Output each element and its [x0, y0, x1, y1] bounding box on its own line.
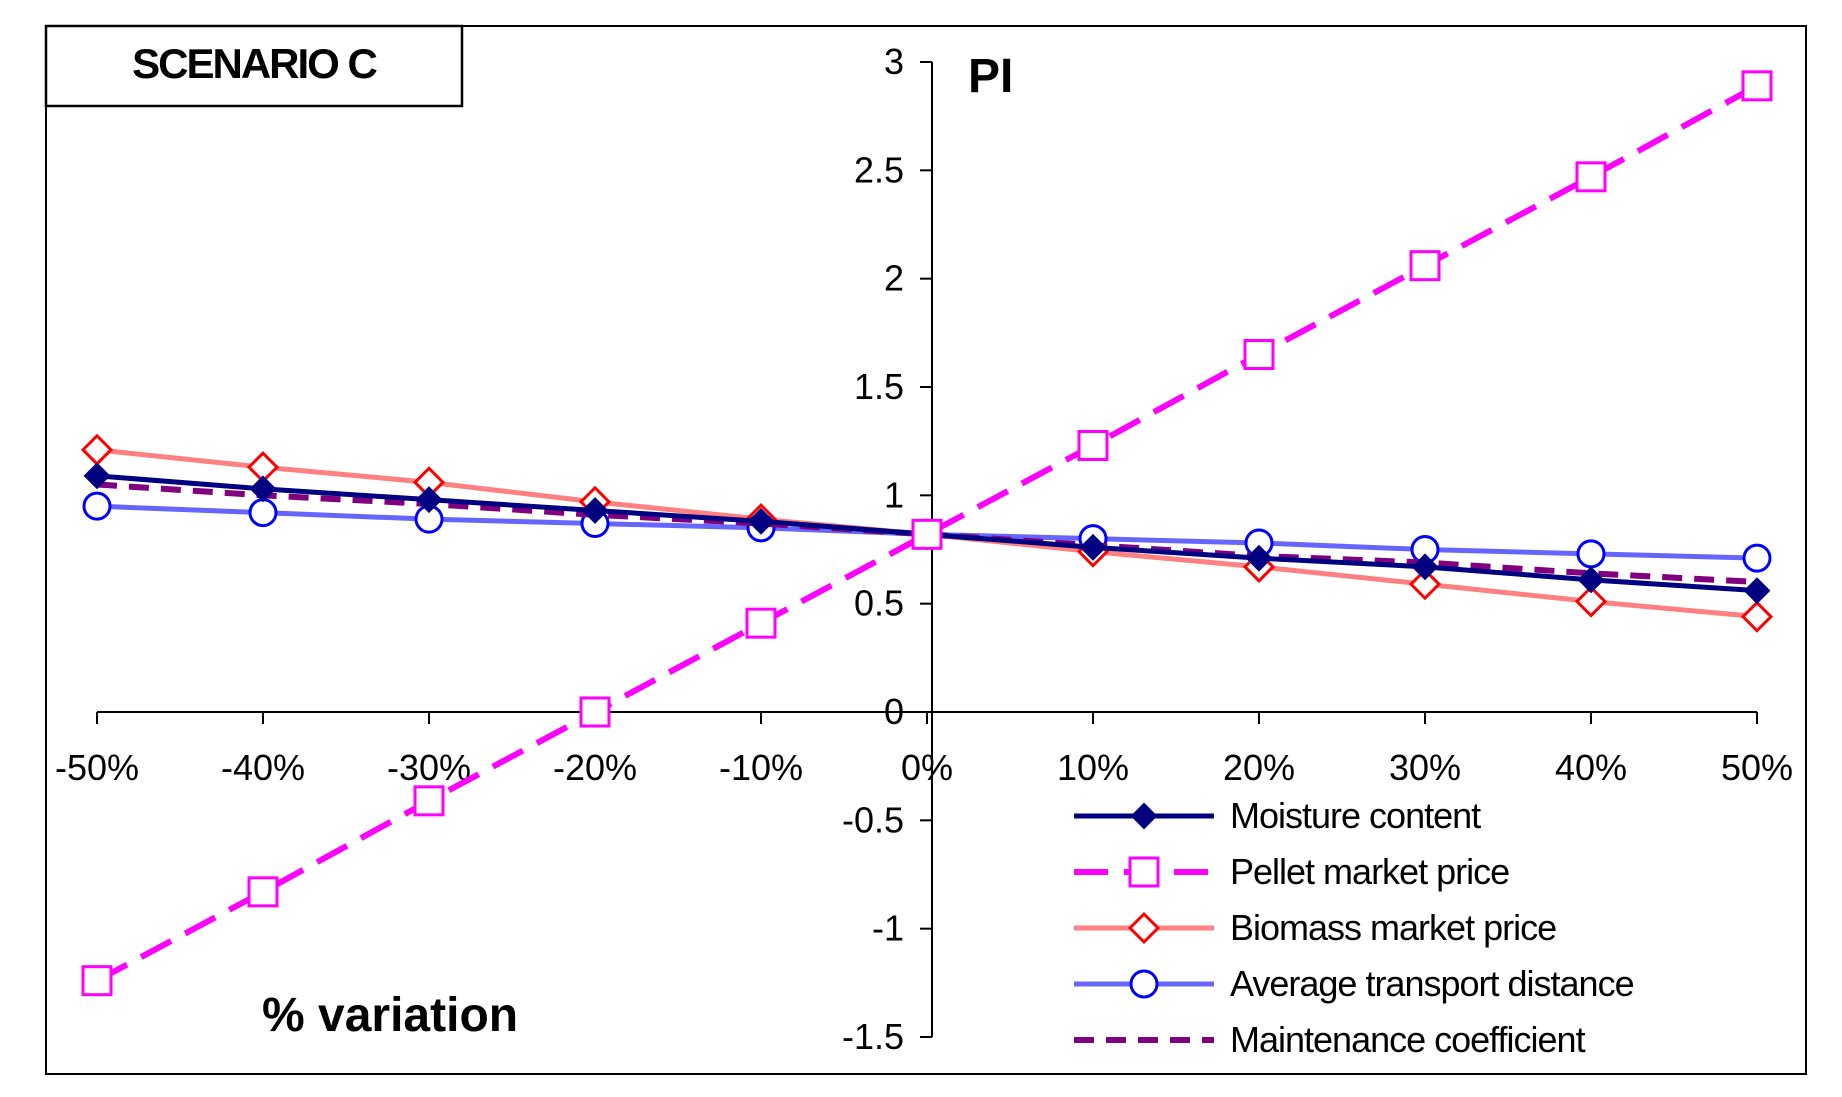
y-tick-label: 2.5: [854, 149, 904, 190]
y-axis-label: PI: [968, 50, 1013, 103]
x-tick-label: 50%: [1721, 747, 1793, 788]
legend-item-maintenance-coefficient: Maintenance coefficient: [1074, 1019, 1587, 1060]
data-point-pellet-market-price: [579, 696, 611, 728]
y-tick-label: 1: [884, 474, 904, 515]
series-line-maintenance-coefficient: [96, 481, 1758, 585]
data-point-pellet-market-price: [1243, 339, 1275, 370]
data-point-biomass-market-price: [80, 433, 114, 466]
data-point-pellet-market-price: [1077, 430, 1109, 461]
data-point-average-transport-distance: [82, 491, 112, 521]
x-tick-label: -40%: [221, 747, 305, 788]
x-tick-label: -50%: [55, 747, 139, 788]
x-tick-label: 20%: [1223, 747, 1295, 788]
y-tick-label: -1.5: [842, 1016, 904, 1057]
series-layer: [80, 70, 1774, 997]
data-point-moisture-content: [581, 497, 609, 524]
legend-swatch-marker: [1127, 911, 1161, 945]
plot-area-border: [45, 25, 1807, 1075]
legend-item-pellet-market-price: Pellet market price: [1074, 851, 1510, 892]
legend-label: Pellet market price: [1230, 851, 1509, 892]
y-tick-label: -1: [872, 908, 904, 949]
data-point-average-transport-distance: [1576, 539, 1606, 569]
x-tick-label: -30%: [387, 747, 471, 788]
data-point-average-transport-distance: [1742, 543, 1772, 573]
x-tick-label: -20%: [553, 747, 637, 788]
series-pellet-market-price: [81, 70, 1773, 997]
data-point-pellet-market-price: [81, 965, 113, 997]
data-point-pellet-market-price: [1575, 161, 1607, 193]
legend-item-average-transport-distance: Average transport distance: [1074, 963, 1635, 1004]
legend-swatch-marker: [1130, 802, 1158, 830]
x-tick-label: -10%: [719, 747, 803, 788]
data-point-pellet-market-price: [1409, 250, 1441, 282]
legend-label: Biomass market price: [1230, 907, 1556, 948]
x-axis-label: % variation: [262, 989, 518, 1042]
data-point-moisture-content: [1411, 553, 1439, 581]
data-point-moisture-content: [1245, 544, 1273, 572]
y-tick-label: 1.5: [854, 366, 904, 407]
data-point-biomass-market-price: [1740, 600, 1774, 633]
legend-label: Average transport distance: [1230, 963, 1634, 1004]
legend-swatch-marker: [1128, 856, 1160, 888]
chart-title-box: SCENARIO C: [44, 24, 464, 108]
data-point-biomass-market-price: [1574, 585, 1608, 618]
data-point-moisture-content: [1577, 566, 1605, 594]
legend-label: Moisture content: [1230, 795, 1481, 836]
data-point-pellet-market-price: [745, 607, 777, 639]
y-tick-label: -0.5: [842, 799, 904, 840]
data-point-pellet-market-price: [247, 876, 279, 908]
legend-item-biomass-market-price: Biomass market price: [1074, 907, 1557, 948]
data-point-pellet-market-price: [413, 785, 445, 817]
x-axis: -50% -40% -30% -20% -10% 0% 10% 20% 30% 40% 50%: [55, 711, 1793, 788]
data-point-moisture-content: [415, 486, 443, 514]
data-point-pellet-market-price: [911, 518, 943, 550]
data-point-moisture-content: [83, 462, 111, 490]
x-tick-label: 10%: [1057, 747, 1129, 788]
x-tick-label: 0%: [901, 747, 953, 788]
data-point-average-transport-distance: [248, 498, 278, 528]
y-tick-label: 2: [884, 258, 904, 299]
y-tick-label: 3: [884, 41, 904, 82]
data-point-biomass-market-price: [1408, 568, 1442, 601]
legend-item-moisture-content: Moisture content: [1074, 795, 1482, 836]
legend-swatch-marker: [1129, 969, 1159, 999]
x-tick-label: 30%: [1389, 747, 1461, 788]
data-point-moisture-content: [1079, 533, 1107, 561]
data-point-moisture-content: [249, 475, 277, 503]
series-maintenance-coefficient: [96, 481, 1758, 585]
data-point-moisture-content: [747, 507, 775, 535]
x-tick-label: 40%: [1555, 747, 1627, 788]
legend: Moisture content Pellet market price Bioma…: [1074, 795, 1635, 1060]
y-tick-label: 0.5: [854, 583, 904, 624]
legend-label: Maintenance coefficient: [1230, 1019, 1586, 1060]
chart-title: SCENARIO C: [132, 40, 377, 87]
data-point-moisture-content: [1743, 577, 1771, 605]
series-line-pellet-market-price: [95, 83, 1759, 984]
data-point-pellet-market-price: [1741, 70, 1773, 102]
